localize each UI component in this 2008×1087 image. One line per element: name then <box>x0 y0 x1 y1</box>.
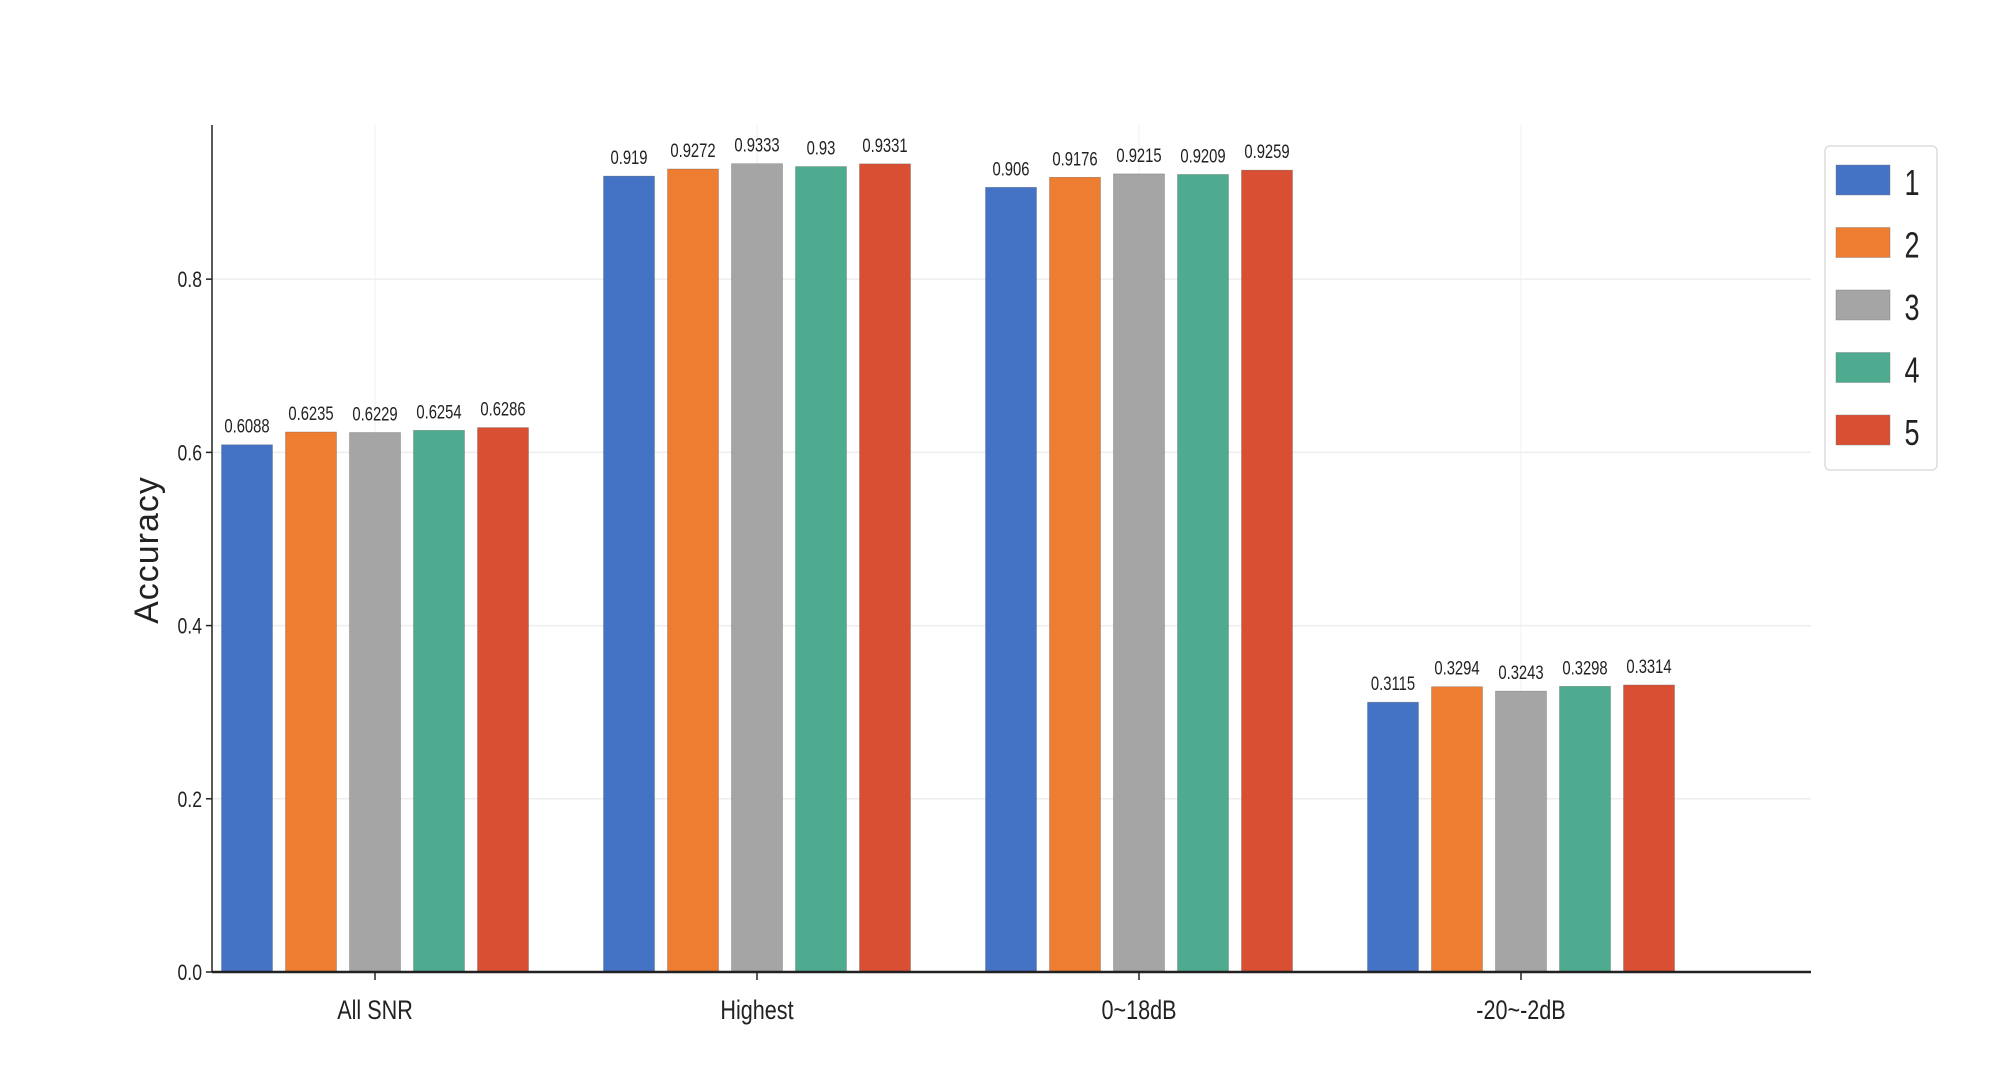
data-label: 0.6229 <box>352 404 397 425</box>
bar-series-5-3 <box>1623 684 1675 973</box>
data-label: 0.3115 <box>1371 673 1415 694</box>
bar-series-4-0 <box>413 430 465 973</box>
legend-swatch-5 <box>1835 414 1891 446</box>
y-tick-label: 0.4 <box>178 615 202 639</box>
bar-series-4-1 <box>795 166 847 973</box>
legend-label: 4 <box>1904 350 1919 391</box>
legend-swatch-1 <box>1835 164 1891 196</box>
data-label: 0.919 <box>610 147 647 168</box>
data-label: 0.9176 <box>1052 149 1097 170</box>
data-label: 0.3243 <box>1498 662 1543 683</box>
bar-series-2-2 <box>1049 177 1101 973</box>
y-tick-label: 0.2 <box>178 788 202 812</box>
x-tick-label: All SNR <box>337 996 413 1026</box>
bar-series-1-1 <box>603 175 655 973</box>
data-label: 0.6235 <box>288 403 333 424</box>
legend-label: 3 <box>1904 287 1919 328</box>
data-label: 0.9333 <box>734 135 779 156</box>
data-label: 0.9215 <box>1116 145 1161 166</box>
y-tick-label: 0.8 <box>178 268 202 292</box>
bar-series-3-2 <box>1113 173 1165 973</box>
y-tick-label: 0.6 <box>178 442 202 466</box>
legend-swatch-4 <box>1835 352 1891 383</box>
bar-series-2-1 <box>667 168 719 973</box>
bar-series-4-2 <box>1177 174 1229 973</box>
bar-series-5-2 <box>1241 169 1293 973</box>
y-axis-label: Accuracy <box>128 476 166 624</box>
data-label: 0.6286 <box>480 399 525 420</box>
data-label: 0.3314 <box>1626 656 1671 677</box>
bar-series-1-2 <box>985 187 1037 973</box>
legend-label: 1 <box>1904 162 1919 203</box>
data-label: 0.9209 <box>1180 146 1225 167</box>
data-label: 0.9259 <box>1244 141 1289 162</box>
bar-series-5-1 <box>859 163 911 973</box>
bar-series-1-3 <box>1367 701 1419 973</box>
data-label: 0.6088 <box>224 416 269 437</box>
data-label: 0.906 <box>992 159 1029 180</box>
x-tick-label: Highest <box>720 996 793 1026</box>
axes: 0.0 0.2 0.4 0.6 0.8 All SNR Highest 0~18dB -20~-… <box>178 125 1811 1026</box>
bar-series-2-0 <box>285 431 337 973</box>
data-label: 0.3294 <box>1434 658 1479 679</box>
data-label: 0.6254 <box>416 402 461 423</box>
y-tick-label: 0.0 <box>178 961 202 985</box>
data-label: 0.9272 <box>670 140 715 161</box>
data-label: 0.9331 <box>862 135 907 156</box>
legend-label: 5 <box>1904 412 1919 453</box>
bar-series-3-1 <box>731 163 783 973</box>
bar-series-1-0 <box>221 444 273 973</box>
bar-series-3-0 <box>349 432 401 973</box>
bars: 0.6088 0.919 0.906 0.3115 0.6235 0.9272 0.9176… <box>221 135 1675 973</box>
legend-label: 2 <box>1904 225 1919 266</box>
legend: 1 2 3 4 5 <box>1824 145 1938 471</box>
bar-series-3-3 <box>1495 690 1547 973</box>
bar-series-2-3 <box>1431 686 1483 973</box>
x-tick-label: -20~-2dB <box>1476 996 1565 1026</box>
bar-series-4-3 <box>1559 686 1611 973</box>
x-tick-label: 0~18dB <box>1101 996 1176 1026</box>
data-label: 0.3298 <box>1562 658 1607 679</box>
legend-swatch-3 <box>1835 289 1891 321</box>
data-label: 0.93 <box>807 138 836 159</box>
bar-series-5-0 <box>477 427 529 973</box>
legend-swatch-2 <box>1835 227 1891 258</box>
